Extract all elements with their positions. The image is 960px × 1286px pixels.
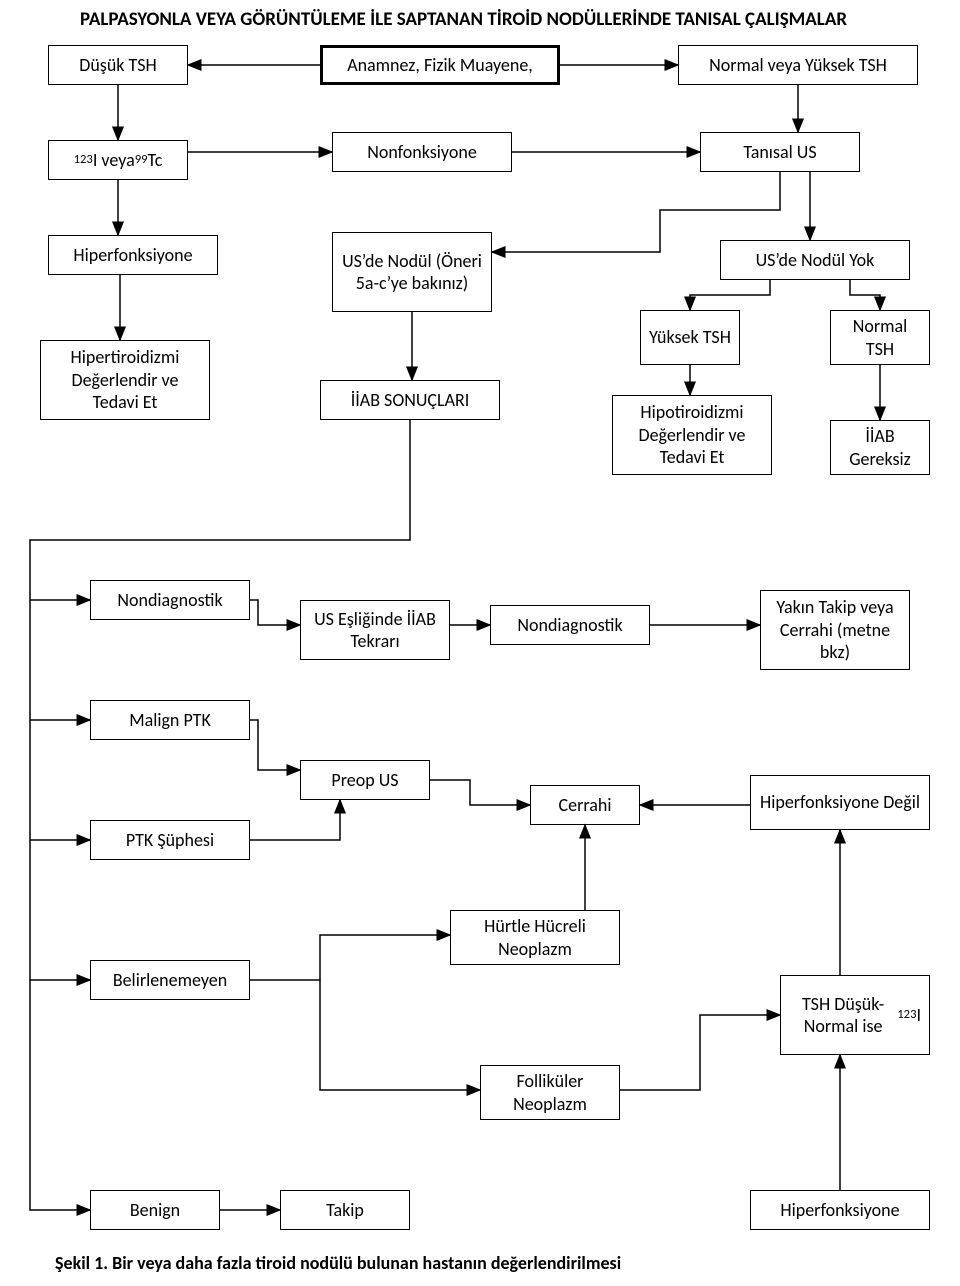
node-us_esliginde: US Eşliğinde İİAB Tekrarı <box>300 600 450 660</box>
edge <box>30 720 90 840</box>
edge <box>850 280 880 310</box>
node-preop_us: Preop US <box>300 760 430 800</box>
edge <box>690 280 770 310</box>
edge <box>320 980 480 1090</box>
edge <box>30 600 90 720</box>
node-dusuk_tsh: Düşük TSH <box>48 45 188 85</box>
node-tsh_dusuk: TSH Düşük-Normal ise 123I <box>780 975 930 1055</box>
edge <box>620 1015 780 1090</box>
node-hipotiroid: Hipotiroidizmi Değerlendir ve Tedavi Et <box>612 395 772 475</box>
edge <box>30 840 90 980</box>
node-belirlenemeyen: Belirlenemeyen <box>90 960 250 1000</box>
node-ptk_suphesi: PTK Şüphesi <box>90 820 250 860</box>
node-iiab_sonuc: İİAB SONUÇLARI <box>320 380 500 420</box>
edge <box>250 720 300 770</box>
node-nonfonk: Nonfonksiyone <box>332 132 512 172</box>
edge <box>30 420 410 600</box>
edge <box>250 600 300 625</box>
node-malign_ptk: Malign PTK <box>90 700 250 740</box>
node-us_nodul: US’de Nodül (Öneri 5a-c’ye bakınız) <box>332 232 492 312</box>
node-hiperfonk: Hiperfonksiyone <box>48 235 218 275</box>
node-benign: Benign <box>90 1190 220 1230</box>
node-iiab_gereksiz: İİAB Gereksiz <box>830 420 930 475</box>
node-hiperfonk_degil: Hiperfonksiyone Değil <box>750 775 930 830</box>
node-hurtle: Hürtle Hücreli Neoplazm <box>450 910 620 965</box>
edge <box>250 800 340 840</box>
node-normal_tsh2: Normal TSH <box>830 310 930 365</box>
node-nondiag2: Nondiagnostik <box>490 605 650 645</box>
node-cerrahi: Cerrahi <box>530 785 640 825</box>
node-nondiag1: Nondiagnostik <box>90 580 250 620</box>
edge <box>30 980 90 1210</box>
node-hipertiroid: Hipertiroidizmi Değerlendir ve Tedavi Et <box>40 340 210 420</box>
node-yakin_takip: Yakın Takip veya Cerrahi (metne bkz) <box>760 590 910 670</box>
node-tanisal_us: Tanısal US <box>700 132 860 172</box>
edge <box>430 780 530 805</box>
edge <box>250 935 450 980</box>
node-anamnez: Anamnez, Fizik Muayene, <box>320 45 560 85</box>
node-takip: Takip <box>280 1190 410 1230</box>
node-normal_tsh: Normal veya Yüksek TSH <box>678 45 918 85</box>
flowchart-canvas: PALPASYONLA VEYA GÖRÜNTÜLEME İLE SAPTANA… <box>0 0 960 1286</box>
node-i123: 123I veya 99Tc <box>48 140 188 180</box>
node-follikuler: Folliküler Neoplazm <box>480 1065 620 1120</box>
node-yuksek_tsh: Yüksek TSH <box>640 310 740 365</box>
node-us_nodul_yok: US’de Nodül Yok <box>720 240 910 280</box>
node-hiperfonk2: Hiperfonksiyone <box>750 1190 930 1230</box>
figure-caption: Şekil 1. Bir veya daha fazla tiroid nodü… <box>55 1252 855 1274</box>
page-title: PALPASYONLA VEYA GÖRÜNTÜLEME İLE SAPTANA… <box>80 8 920 31</box>
